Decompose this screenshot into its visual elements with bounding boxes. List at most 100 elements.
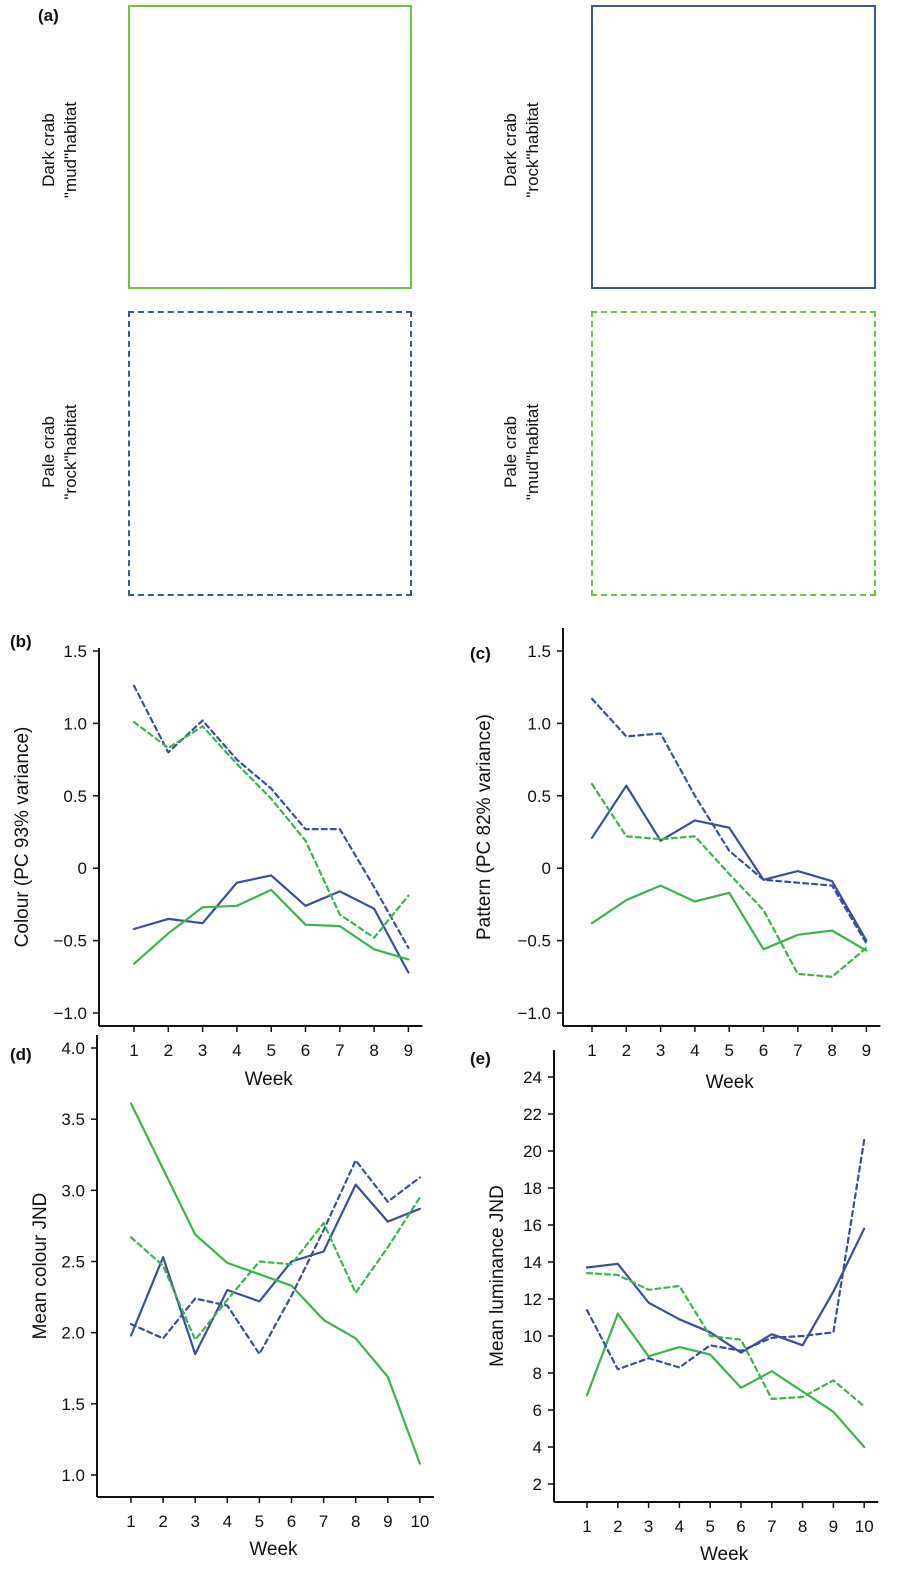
x-tick-label: 7 xyxy=(335,1041,344,1060)
series-line-green-solid xyxy=(585,1312,866,1449)
y-tick-label: 1.0 xyxy=(63,714,87,733)
series-line-green-dashed xyxy=(129,1196,421,1341)
x-tick-label: 3 xyxy=(190,1512,199,1531)
x-axis-title: Week xyxy=(706,1072,755,1093)
x-tick-label: 5 xyxy=(705,1517,714,1536)
habitat-label-dark-mud: Dark crab "mud"habitat xyxy=(38,70,82,230)
y-tick-label: 1.5 xyxy=(527,642,551,661)
series-line-green-solid xyxy=(590,884,868,952)
y-tick-label: 20 xyxy=(523,1142,542,1161)
habitat-label-line1: Pale crab xyxy=(501,416,520,488)
y-axis-title: Pattern (PC 82% variance) xyxy=(474,714,495,940)
series-line-blue-dashed xyxy=(132,684,410,949)
panel-label: (e) xyxy=(470,1049,491,1068)
y-tick-label: 0.5 xyxy=(527,787,551,806)
habitat-label-dark-rock: Dark crab "rock"habitat xyxy=(500,70,544,230)
x-tick-label: 6 xyxy=(736,1517,745,1536)
series-line-blue-dashed xyxy=(585,1138,866,1371)
series-line-blue-solid xyxy=(585,1227,866,1354)
x-tick-label: 1 xyxy=(126,1512,135,1531)
panel-label: (c) xyxy=(470,644,491,663)
x-axis-title: Week xyxy=(249,1539,298,1560)
series-line-blue-solid xyxy=(132,874,410,974)
habitat-label-pale-mud: Pale crab "mud"habitat xyxy=(500,372,544,532)
x-tick-label: 2 xyxy=(158,1512,167,1531)
series-line-blue-dashed xyxy=(129,1159,421,1356)
series-line-green-dashed xyxy=(585,1272,866,1408)
habitat-label-line2: "mud"habitat xyxy=(61,101,80,199)
habitat-frame-pale-rock xyxy=(128,311,412,596)
y-tick-label: 1.5 xyxy=(61,1395,85,1414)
series-line-green-dashed xyxy=(590,783,868,978)
panel-a-label: (a) xyxy=(38,6,59,25)
x-tick-label: 4 xyxy=(232,1041,241,1060)
y-tick-label: 3.0 xyxy=(61,1181,85,1200)
habitat-label-line1: Dark crab xyxy=(39,113,58,187)
x-tick-label: 5 xyxy=(266,1041,275,1060)
habitat-label-line2: "mud"habitat xyxy=(523,403,542,501)
panel-label: (d) xyxy=(10,1045,32,1064)
x-axis-title: Week xyxy=(700,1544,749,1565)
x-tick-label: 1 xyxy=(587,1041,596,1060)
habitat-label-line1: Dark crab xyxy=(501,113,520,187)
y-tick-label: 0 xyxy=(78,859,87,878)
series-line-blue-dashed xyxy=(590,697,868,945)
x-tick-label: 4 xyxy=(675,1517,684,1536)
y-tick-label: 6 xyxy=(533,1401,542,1420)
y-tick-label: 3.5 xyxy=(61,1110,85,1129)
habitat-frame-pale-mud xyxy=(591,311,876,596)
chart-c: (c) 1.5 1.0 0.5 0 −0.5 −1.0 1 2 3 4 5 6 7 8 9 Week Patter… xyxy=(470,628,881,1093)
y-tick-label: −1.0 xyxy=(53,1004,87,1023)
x-tick-label: 8 xyxy=(798,1517,807,1536)
x-tick-label: 4 xyxy=(223,1512,232,1531)
habitat-label-line2: "rock"habitat xyxy=(61,404,80,500)
x-tick-label: 5 xyxy=(724,1041,733,1060)
panel-label: (b) xyxy=(10,632,32,651)
x-tick-label: 10 xyxy=(410,1512,429,1531)
y-tick-label: 1.0 xyxy=(61,1466,85,1485)
x-tick-label: 8 xyxy=(351,1512,360,1531)
y-tick-label: 1.0 xyxy=(527,714,551,733)
y-tick-label: 2.0 xyxy=(61,1324,85,1343)
series-line-blue-solid xyxy=(129,1183,421,1356)
x-tick-label: 4 xyxy=(690,1041,699,1060)
x-tick-label: 10 xyxy=(855,1517,874,1536)
x-tick-label: 3 xyxy=(198,1041,207,1060)
x-axis-title: Week xyxy=(245,1069,294,1090)
y-tick-label: 14 xyxy=(523,1253,542,1272)
x-tick-label: 1 xyxy=(129,1041,138,1060)
habitat-label-line2: "rock"habitat xyxy=(523,102,542,198)
y-tick-label: 2.5 xyxy=(61,1253,85,1272)
x-tick-label: 7 xyxy=(793,1041,802,1060)
x-tick-label: 5 xyxy=(255,1512,264,1531)
x-tick-label: 6 xyxy=(759,1041,768,1060)
x-tick-label: 8 xyxy=(827,1041,836,1060)
x-tick-label: 1 xyxy=(582,1517,591,1536)
x-tick-label: 6 xyxy=(301,1041,310,1060)
chart-d: (d) 4.0 3.5 3.0 2.5 2.0 1.5 1.0 1 2 3 4 5 6 7 8 9 10 Week M… xyxy=(10,1035,434,1560)
x-tick-label: 2 xyxy=(613,1517,622,1536)
habitat-frame-dark-rock xyxy=(591,5,876,289)
y-tick-label: 1.5 xyxy=(63,642,87,661)
x-tick-label: 2 xyxy=(164,1041,173,1060)
y-axis-title: Mean luminance JND xyxy=(487,1185,508,1367)
y-tick-label: 16 xyxy=(523,1216,542,1235)
x-tick-label: 2 xyxy=(622,1041,631,1060)
x-tick-label: 9 xyxy=(404,1041,413,1060)
habitat-frame-dark-mud xyxy=(128,5,412,289)
x-tick-label: 9 xyxy=(383,1512,392,1531)
y-tick-label: 4.0 xyxy=(61,1039,85,1058)
y-tick-label: 0.5 xyxy=(63,787,87,806)
y-tick-label: 12 xyxy=(523,1290,542,1309)
y-tick-label: −0.5 xyxy=(517,932,551,951)
series-line-blue-solid xyxy=(590,784,868,942)
x-tick-label: 9 xyxy=(829,1517,838,1536)
y-tick-label: 8 xyxy=(533,1364,542,1383)
x-tick-label: 6 xyxy=(287,1512,296,1531)
y-axis-title: Mean colour JND xyxy=(30,1193,51,1340)
x-tick-label: 3 xyxy=(656,1041,665,1060)
habitat-label-pale-rock: Pale crab "rock"habitat xyxy=(38,372,82,532)
y-tick-label: 24 xyxy=(523,1068,542,1087)
y-tick-label: 10 xyxy=(523,1327,542,1346)
